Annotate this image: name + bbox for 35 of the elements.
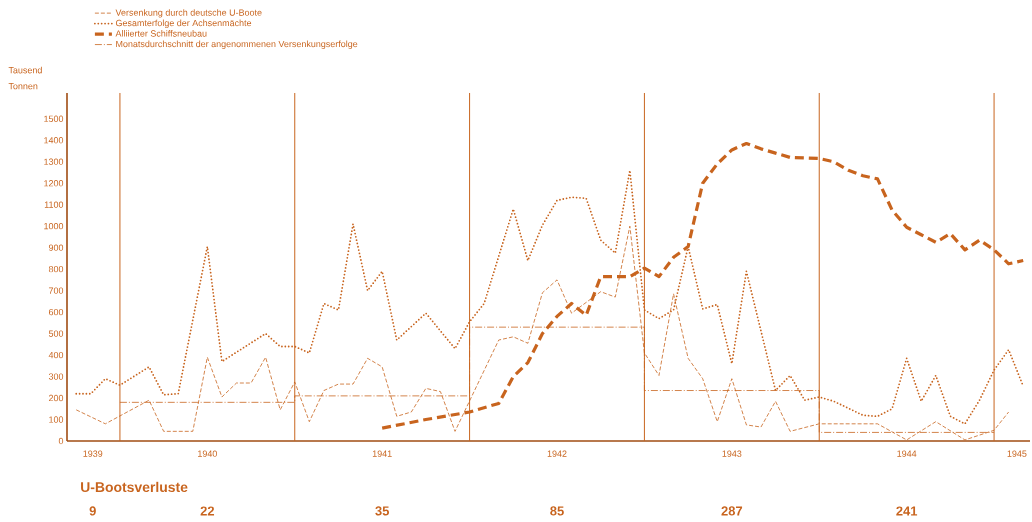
y-tick-label: 0 bbox=[58, 437, 64, 445]
text: U-Bootsverluste bbox=[81, 481, 188, 493]
x-tick-label: 1944 bbox=[897, 450, 917, 457]
text: 241 bbox=[896, 506, 918, 516]
legend-label: Versenkung durch deutsche U-Boote bbox=[115, 9, 262, 18]
text: 287 bbox=[721, 506, 743, 516]
y-tick-label: 100 bbox=[49, 416, 64, 423]
y-tick-label: 200 bbox=[48, 394, 64, 402]
text: 9 bbox=[89, 506, 96, 516]
y-axis-title: Tausend Tonnen bbox=[8, 66, 42, 90]
y-tick-label: 900 bbox=[48, 244, 64, 251]
y-tick-label: 1300 bbox=[44, 158, 64, 165]
text: 22 bbox=[200, 506, 215, 516]
y-tick-label: 400 bbox=[48, 351, 64, 359]
y-tick-label: 1200 bbox=[44, 180, 64, 187]
x-tick-label: 1941 bbox=[372, 450, 392, 457]
x-tick-label: 1942 bbox=[547, 450, 567, 457]
y-tick-label: 800 bbox=[48, 265, 64, 273]
y-tick-label: 1400 bbox=[44, 137, 64, 144]
y-tick-label: 1100 bbox=[44, 201, 64, 208]
text: 85 bbox=[550, 506, 564, 516]
y-tick-label: 500 bbox=[48, 330, 64, 337]
y-tick-label: 1000 bbox=[44, 223, 64, 230]
y-tick-label: 1500 bbox=[44, 115, 64, 122]
y-tick-label: 700 bbox=[48, 287, 64, 294]
x-tick-label: 1940 bbox=[198, 450, 217, 457]
legend-label: Alliierter Schiffsneubau bbox=[115, 30, 207, 37]
x-tick-label: 1945 bbox=[1007, 450, 1027, 457]
text: 35 bbox=[375, 506, 390, 516]
legend-label: Gesamterfolge der Achsenmächte bbox=[115, 19, 252, 28]
y-tick-label: 600 bbox=[48, 308, 64, 316]
y-tick-label: 300 bbox=[48, 373, 64, 380]
x-tick-label: 1943 bbox=[722, 450, 742, 457]
legend-label: Monatsdurchschnitt der angenommenen Versenkungserfolge bbox=[116, 40, 358, 49]
x-tick-label: 1939 bbox=[83, 450, 103, 457]
